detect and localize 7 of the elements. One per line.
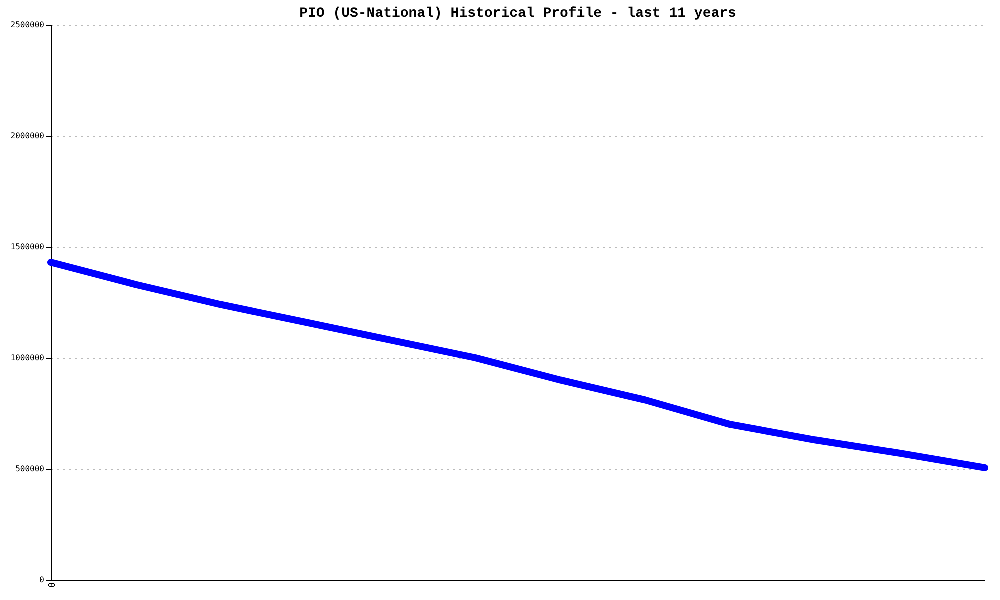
y-tick-label: 500000 — [16, 464, 45, 474]
chart-title: PIO (US-National) Historical Profile - last 11 years — [300, 6, 736, 22]
y-tick-label: 0 — [40, 576, 45, 584]
y-tick-label: 1500000 — [10, 242, 45, 252]
y-tick-label: 2000000 — [10, 132, 45, 140]
y-tick-label: 2500000 — [10, 20, 45, 30]
y-tick-label: 1000000 — [10, 354, 45, 362]
